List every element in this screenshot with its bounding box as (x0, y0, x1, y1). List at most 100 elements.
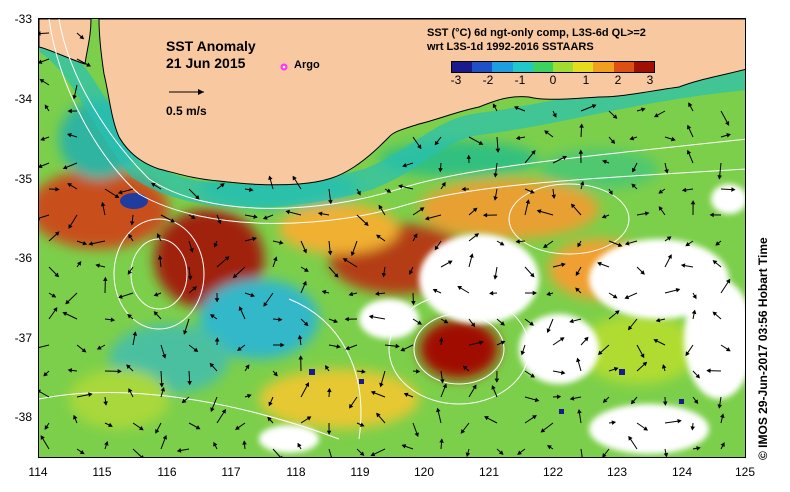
velocity-arrowhead (139, 425, 144, 431)
velocity-arrowhead (117, 369, 122, 374)
velocity-arrowhead (612, 114, 618, 119)
velocity-arrowhead (349, 403, 354, 409)
velocity-arrowhead (187, 380, 192, 386)
velocity-arrowhead (378, 204, 383, 210)
velocity-arrowhead (439, 438, 444, 443)
velocity-arrowhead (715, 241, 721, 246)
x-tick-label: 122 (542, 465, 564, 479)
velocity-arrowhead (128, 388, 133, 393)
velocity-arrowhead (342, 258, 348, 263)
velocity-arrowhead (520, 350, 526, 356)
velocity-arrowhead (469, 253, 474, 258)
velocity-arrowhead (368, 314, 374, 320)
velocity-arrowhead (529, 321, 534, 326)
velocity-arrowhead (690, 200, 696, 205)
velocity-arrowhead (262, 215, 268, 220)
velocity-arrowhead (658, 189, 664, 194)
velocity-arrowhead (132, 331, 138, 336)
velocity-arrowhead (472, 207, 478, 213)
velocity-arrowhead (494, 378, 500, 383)
x-tick-label: 124 (671, 465, 693, 479)
velocity-arrowhead (610, 139, 616, 144)
map-date: 21 Jun 2015 (166, 55, 246, 71)
map-panel[interactable] (38, 18, 746, 458)
velocity-arrowhead (39, 31, 41, 36)
velocity-arrowhead (731, 187, 736, 192)
velocity-arrowhead (466, 154, 472, 159)
x-tick-label: 119 (350, 465, 370, 479)
velocity-arrowhead (462, 365, 468, 371)
velocity-arrowhead (414, 432, 419, 437)
velocity-arrowhead (79, 450, 85, 455)
velocity-arrowhead (325, 365, 330, 370)
velocity-arrowhead (517, 450, 522, 455)
velocity-arrowhead (285, 209, 290, 215)
velocity-arrowhead (213, 441, 218, 447)
colorbar-segment (553, 62, 574, 72)
velocity-arrowhead (561, 262, 566, 268)
land-mass (98, 19, 745, 186)
velocity-arrowhead (515, 239, 520, 244)
velocity-arrowhead (493, 173, 498, 178)
velocity-arrowhead (602, 159, 607, 165)
colorbar-segment (633, 62, 655, 72)
cold-spots (120, 193, 684, 414)
colorbar-label: 1 (582, 73, 590, 87)
colorbar-segment (512, 62, 533, 72)
velocity-arrowhead (336, 344, 341, 349)
velocity-arrowhead (725, 347, 731, 352)
velocity-arrowhead (547, 445, 552, 450)
velocity-arrowhead (376, 412, 381, 418)
velocity-arrowhead (43, 371, 48, 377)
velocity-vector (132, 448, 143, 457)
velocity-arrowhead (543, 243, 548, 248)
colorbar-label: 0 (549, 73, 557, 87)
velocity-arrowhead (247, 393, 252, 399)
velocity-arrowhead (556, 394, 562, 400)
velocity-arrowhead (491, 385, 496, 390)
velocity-arrowhead (44, 425, 49, 430)
velocity-arrowhead (513, 105, 519, 111)
velocity-arrowhead (624, 294, 630, 300)
velocity-arrowhead (436, 407, 441, 413)
velocity-arrowhead (81, 348, 87, 353)
velocity-arrowhead (297, 442, 302, 448)
map-title: SST Anomaly (166, 38, 256, 54)
velocity-arrowhead (250, 292, 255, 298)
velocity-arrowhead (695, 373, 700, 379)
colorbar-segment (573, 62, 594, 72)
x-tick-label: 123 (606, 465, 628, 479)
velocity-arrowhead (68, 224, 73, 229)
velocity-arrowhead (176, 448, 182, 453)
velocity-arrowhead (104, 440, 109, 446)
velocity-arrowhead (130, 221, 135, 226)
velocity-arrowhead (685, 242, 691, 247)
velocity-arrowhead (515, 135, 521, 141)
velocity-arrowhead (569, 396, 575, 401)
velocity-arrowhead (303, 321, 309, 327)
x-tick-label: 115 (92, 465, 112, 479)
velocity-arrowhead (690, 426, 696, 431)
velocity-arrowhead (419, 207, 425, 212)
velocity-arrowhead (685, 351, 690, 357)
velocity-arrowhead (67, 368, 73, 373)
velocity-arrowhead (321, 289, 327, 295)
velocity-arrowhead (495, 148, 501, 153)
colorbar-label: 3 (646, 73, 654, 87)
velocity-arrowhead (680, 263, 686, 268)
velocity-arrowhead (499, 241, 505, 246)
velocity-arrowhead (474, 233, 480, 238)
velocity-arrowhead (631, 183, 636, 189)
velocity-arrowhead (627, 325, 633, 331)
velocity-arrowhead (292, 175, 297, 181)
velocity-arrowhead (195, 425, 201, 430)
velocity-arrowhead (153, 292, 159, 297)
velocity-arrowhead (302, 248, 307, 254)
velocity-arrowhead (726, 278, 731, 284)
velocity-arrowhead (67, 183, 72, 188)
velocity-arrowhead (370, 452, 376, 457)
colorbar-label: -1 (514, 73, 526, 87)
velocity-arrowhead (562, 155, 568, 160)
velocity-arrowhead (726, 133, 731, 138)
x-tick-label: 121 (478, 465, 500, 479)
